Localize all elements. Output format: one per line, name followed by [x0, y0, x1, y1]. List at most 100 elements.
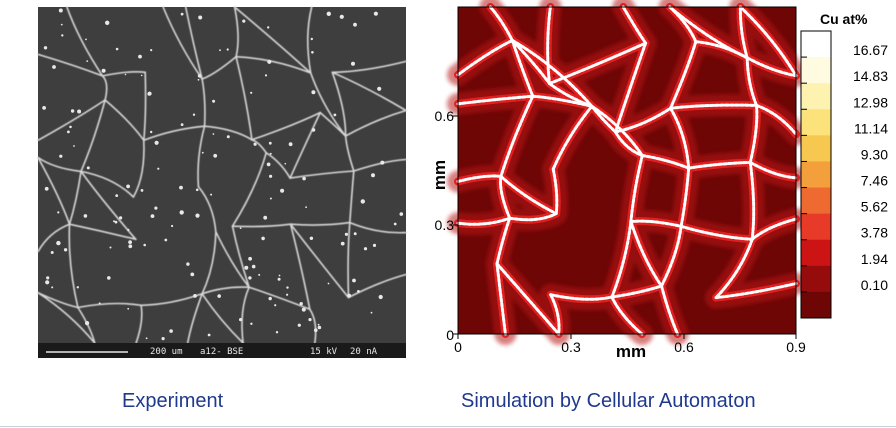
- precipitate-particle: [327, 282, 330, 285]
- colorbar-swatch: [801, 57, 831, 84]
- grain-boundary: [349, 221, 407, 234]
- precipitate-particle: [393, 222, 397, 226]
- precipitate-particle: [138, 54, 142, 59]
- precipitate-particle: [119, 216, 123, 220]
- precipitate-particle: [192, 113, 196, 116]
- cu-rich-eutectic: [669, 40, 698, 110]
- micrograph-scale-text: 200 um: [150, 347, 183, 357]
- cu-rich-eutectic: [745, 56, 798, 78]
- colorbar-level-label: 7.46: [861, 173, 888, 189]
- precipitate-particle: [351, 61, 355, 66]
- grain-boundary: [331, 60, 407, 74]
- precipitate-particle: [164, 238, 168, 242]
- grain-boundary: [201, 78, 206, 127]
- precipitate-particle: [333, 113, 337, 117]
- cu-rich-eutectic: [687, 160, 752, 170]
- colorbar-swatch: [801, 83, 831, 110]
- precipitate-particle: [109, 246, 112, 249]
- micrograph-voltage-text: 15 kV: [310, 347, 338, 357]
- precipitate-particle: [42, 106, 46, 110]
- precipitate-particle: [239, 227, 242, 230]
- precipitate-particle: [58, 8, 63, 13]
- grain-boundary: [248, 286, 311, 310]
- y-tick-1: 0.3: [435, 217, 455, 233]
- precipitate-particle: [267, 26, 270, 29]
- precipitate-particle: [56, 240, 61, 246]
- grain-boundary: [231, 225, 250, 288]
- grain-boundary: [37, 156, 71, 225]
- cu-rich-eutectic: [679, 224, 754, 241]
- grain-boundary: [251, 111, 321, 141]
- precipitate-particle: [250, 91, 253, 94]
- grain-boundary: [235, 55, 312, 74]
- cu-rich-eutectic: [660, 224, 683, 288]
- precipitate-particle: [371, 173, 375, 178]
- precipitate-particle: [399, 212, 404, 216]
- colorbar-title: Cu at%: [820, 11, 868, 27]
- precipitate-particle: [186, 262, 190, 266]
- cu-rich-eutectic: [748, 160, 756, 241]
- precipitate-particle: [140, 74, 143, 77]
- grain-boundary: [215, 230, 250, 288]
- cu-rich-eutectic: [738, 5, 798, 78]
- precipitate-particle: [179, 185, 183, 190]
- grain-boundary: [37, 156, 82, 173]
- cu-rich-eutectic: [610, 295, 644, 336]
- precipitate-particle: [309, 236, 314, 240]
- precipitate-particle: [268, 296, 272, 301]
- cu-rich-eutectic: [714, 282, 798, 300]
- cu-rich-eutectic: [629, 220, 663, 288]
- grain-boundary: [201, 293, 244, 344]
- precipitate-particle: [277, 277, 281, 281]
- precipitate-particle: [268, 141, 272, 145]
- experiment-micrograph: 200 um a12- BSE 15 kV 20 nA: [37, 6, 407, 358]
- grain-boundary: [37, 223, 71, 253]
- precipitate-particle: [147, 92, 151, 96]
- precipitate-particle: [157, 167, 160, 170]
- precipitate-particle: [57, 211, 60, 214]
- precipitate-particle: [198, 15, 203, 20]
- cu-rich-eutectic: [508, 212, 558, 222]
- cu-rich-eutectic: [456, 174, 503, 183]
- precipitate-particle: [212, 133, 215, 135]
- precipitate-particle: [126, 184, 130, 189]
- cu-rich-eutectic: [755, 103, 798, 136]
- grain-boundary: [143, 71, 147, 142]
- precipitate-particle: [347, 293, 352, 298]
- cu-rich-eutectic: [610, 284, 663, 299]
- grain-boundary: [135, 304, 143, 344]
- precipitate-particle: [248, 276, 252, 280]
- precipitate-particle: [154, 140, 159, 145]
- precipitate-particle: [274, 304, 277, 307]
- precipitate-particle: [59, 154, 63, 158]
- precipitate-particle: [115, 194, 119, 198]
- cu-rich-eutectic: [456, 38, 514, 77]
- precipitate-particle: [77, 109, 82, 114]
- precipitate-particle: [297, 323, 301, 327]
- precipitate-particle: [377, 86, 382, 91]
- precipitate-particle: [284, 162, 287, 165]
- grain-boundary: [344, 135, 355, 172]
- precipitate-particle: [190, 272, 195, 277]
- precipitate-particle: [301, 307, 306, 312]
- colorbar-frame: [800, 30, 832, 319]
- y-tick-0: 0: [446, 327, 454, 343]
- precipitate-particle: [266, 162, 271, 167]
- precipitate-particle: [378, 294, 383, 300]
- cu-rich-eutectic: [745, 56, 758, 107]
- precipitate-particle: [242, 19, 246, 23]
- grain-boundary: [319, 111, 347, 137]
- precipitate-particle: [70, 109, 75, 113]
- grain-boundary: [68, 223, 79, 309]
- cu-rich-eutectic: [660, 284, 680, 336]
- colorbar-level-label: 12.98: [853, 94, 888, 110]
- precipitate-particle: [44, 186, 49, 191]
- precipitate-particle: [140, 189, 144, 192]
- cu-rich-eutectic: [610, 220, 633, 299]
- cu-rich-eutectic: [669, 103, 758, 110]
- grain-boundary: [77, 306, 96, 344]
- grain-boundary: [68, 170, 82, 225]
- precipitate-particle: [219, 49, 221, 52]
- cu-rich-eutectic: [456, 94, 535, 106]
- colorbar-level-label: 1.94: [861, 251, 888, 267]
